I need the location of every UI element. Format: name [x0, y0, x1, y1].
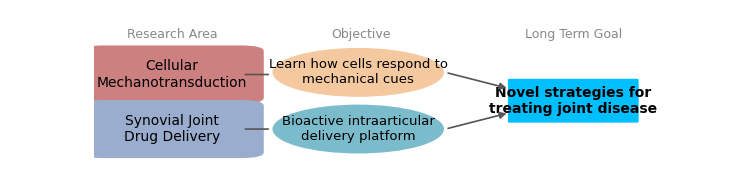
Text: Research Area: Research Area [127, 29, 218, 41]
Text: Bioactive intraarticular
delivery platform: Bioactive intraarticular delivery platfo… [282, 115, 435, 143]
Text: Cellular
Mechanotransduction: Cellular Mechanotransduction [97, 59, 248, 90]
Text: Learn how cells respond to
mechanical cues: Learn how cells respond to mechanical cu… [268, 58, 448, 86]
FancyBboxPatch shape [81, 100, 264, 158]
FancyBboxPatch shape [508, 79, 639, 123]
Text: Novel strategies for
treating joint disease: Novel strategies for treating joint dise… [489, 86, 657, 116]
Text: Synovial Joint
Drug Delivery: Synovial Joint Drug Delivery [124, 114, 220, 144]
FancyBboxPatch shape [81, 45, 264, 104]
Text: Objective: Objective [332, 29, 391, 41]
Ellipse shape [272, 105, 444, 153]
Ellipse shape [272, 48, 444, 97]
Text: Long Term Goal: Long Term Goal [525, 29, 622, 41]
